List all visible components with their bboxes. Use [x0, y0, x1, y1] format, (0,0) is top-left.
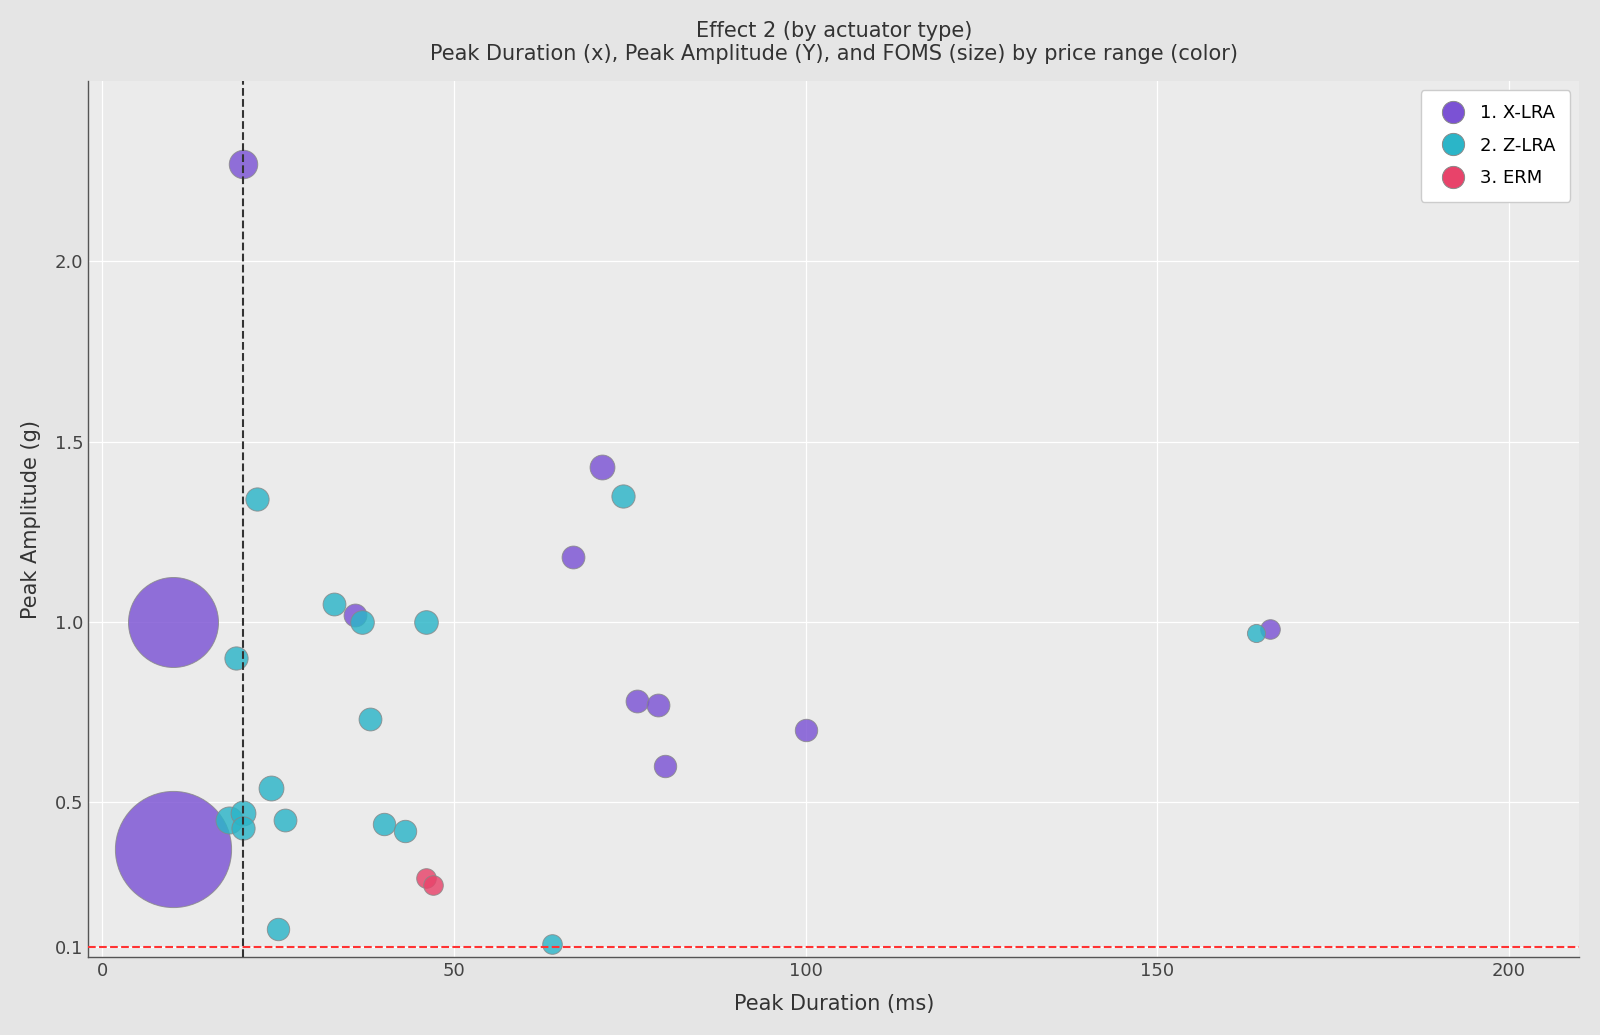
- Point: [610, 487, 635, 504]
- Point: [392, 823, 418, 839]
- Point: [792, 721, 818, 738]
- Point: [222, 650, 248, 667]
- Point: [653, 758, 678, 774]
- Point: [230, 820, 256, 836]
- Point: [357, 711, 382, 728]
- Point: [230, 805, 256, 822]
- Point: [266, 920, 291, 937]
- Point: [160, 840, 186, 857]
- Point: [342, 607, 368, 623]
- Point: [539, 936, 565, 952]
- Point: [258, 779, 283, 796]
- Point: [1243, 624, 1269, 641]
- Point: [421, 877, 446, 893]
- Point: [245, 491, 270, 507]
- Point: [350, 614, 376, 630]
- Point: [1258, 621, 1283, 638]
- Point: [645, 697, 670, 713]
- Point: [413, 869, 438, 886]
- Point: [413, 614, 438, 630]
- Point: [230, 155, 256, 172]
- Point: [560, 549, 586, 565]
- Point: [216, 812, 242, 829]
- X-axis label: Peak Duration (ms): Peak Duration (ms): [733, 995, 934, 1014]
- Point: [624, 693, 650, 710]
- Y-axis label: Peak Amplitude (g): Peak Amplitude (g): [21, 419, 42, 619]
- Title: Effect 2 (by actuator type)
Peak Duration (x), Peak Amplitude (Y), and FOMS (siz: Effect 2 (by actuator type) Peak Duratio…: [430, 21, 1238, 64]
- Legend: 1. X-LRA, 2. Z-LRA, 3. ERM: 1. X-LRA, 2. Z-LRA, 3. ERM: [1421, 90, 1570, 202]
- Point: [272, 812, 298, 829]
- Point: [371, 816, 397, 832]
- Point: [160, 614, 186, 630]
- Point: [589, 459, 614, 475]
- Point: [322, 595, 347, 612]
